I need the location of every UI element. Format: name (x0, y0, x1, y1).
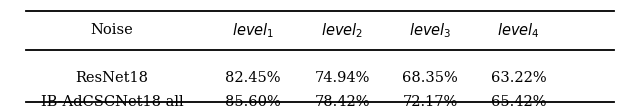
Text: 63.22%: 63.22% (491, 71, 546, 85)
Text: 82.45%: 82.45% (225, 71, 280, 85)
Text: 85.60%: 85.60% (225, 94, 281, 108)
Text: $\mathit{level}_2$: $\mathit{level}_2$ (321, 21, 364, 40)
Text: $\mathit{level}_3$: $\mathit{level}_3$ (409, 21, 451, 40)
Text: 72.17%: 72.17% (403, 94, 458, 108)
Text: 78.42%: 78.42% (315, 94, 370, 108)
Text: $\mathit{level}_4$: $\mathit{level}_4$ (497, 21, 540, 40)
Text: 74.94%: 74.94% (315, 71, 370, 85)
Text: Noise: Noise (91, 23, 133, 37)
Text: 65.42%: 65.42% (491, 94, 546, 108)
Text: $\mathit{level}_1$: $\mathit{level}_1$ (232, 21, 274, 40)
Text: 68.35%: 68.35% (402, 71, 458, 85)
Text: ResNet18: ResNet18 (76, 71, 148, 85)
Text: IB-AdCSCNet18 all: IB-AdCSCNet18 all (41, 94, 183, 108)
